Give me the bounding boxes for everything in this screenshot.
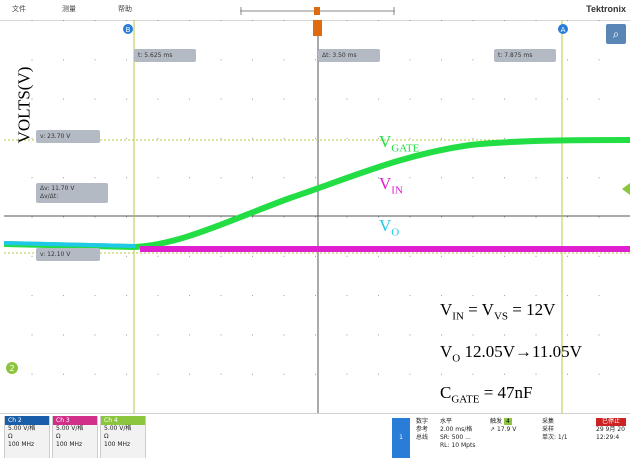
cursor-b-handle[interactable] xyxy=(123,24,133,34)
equation-vo: VO 12.05V→11.05V xyxy=(440,342,582,365)
vgate-trace xyxy=(3,137,630,251)
menu-file[interactable]: 文件 xyxy=(12,5,26,13)
stopped-status: 已停止 xyxy=(596,418,626,426)
equation-vin-vvs: VIN = VVS = 12V xyxy=(440,300,556,323)
menu-bar: 文件 测量 帮助 Tektronix xyxy=(0,0,630,21)
delta-v-per-t: Δv/Δt: xyxy=(40,193,59,200)
horizontal-panel[interactable]: 水平 2.00 ms/格 SR: 500 ... RL: 10 Mpts xyxy=(440,418,476,449)
vo-label: VO xyxy=(379,216,400,239)
cursor-delta-time-readout: Δt: 3.50 ms xyxy=(318,49,380,62)
time-label: 12:29:4 xyxy=(596,434,620,441)
vo-trace xyxy=(3,241,136,248)
vgate-label: VGATE xyxy=(379,132,420,155)
channel-4-badge[interactable]: Ch 4 5.00 V/格 Ω 100 MHz xyxy=(100,416,146,458)
ch4-ground-label: 2 xyxy=(9,364,14,373)
cursor-b-label: B xyxy=(126,26,131,34)
date-label: 29 9月 20 xyxy=(596,426,625,433)
trigger-position-marker[interactable] xyxy=(313,20,322,36)
vin-label: VIN xyxy=(379,174,403,197)
run-stop-panel[interactable]: 已停止 29 9月 20 12:29:4 xyxy=(596,418,626,458)
ch4-ground-marker[interactable] xyxy=(6,362,18,374)
cursor-a-label: A xyxy=(561,26,566,34)
menu-measure[interactable]: 测量 xyxy=(62,5,76,13)
channel-2-badge[interactable]: Ch 2 5.00 V/格 Ω 100 MHz xyxy=(4,416,50,458)
y-axis-label: VOLTS(V) xyxy=(14,66,34,144)
trigger-level-marker[interactable] xyxy=(622,183,630,195)
cursor-a-handle[interactable] xyxy=(558,24,568,34)
trigger-title: 触发 4 xyxy=(490,418,512,425)
record-view-bar[interactable] xyxy=(240,6,400,16)
cursor-v2-readout: v: 12.10 V xyxy=(36,248,100,261)
delta-v-value: Δv: 11.70 V xyxy=(40,185,75,192)
equation-cgate: CGATE = 47nF xyxy=(440,383,533,406)
zoom-icon[interactable]: ⌕ xyxy=(606,24,626,44)
trigger-settings: ↗ 17.9 V xyxy=(490,426,517,433)
cursor-v1-readout: v: 23.70 V xyxy=(36,130,100,143)
digital-toggle-button[interactable]: 1 xyxy=(392,418,410,458)
trigger-panel[interactable]: 触发 4 ↗ 17.9 V xyxy=(490,418,536,458)
brand-logo: Tektronix xyxy=(586,4,626,14)
cursor-delta-v-readout: Δv: 11.70 V Δv/Δt: xyxy=(36,183,108,203)
digital-ref-bus-panel[interactable]: 数字 参考 总线 xyxy=(416,418,429,441)
channel-3-badge[interactable]: Ch 3 5.00 V/格 Ω 100 MHz xyxy=(52,416,98,458)
status-bar: Ch 2 5.00 V/格 Ω 100 MHz Ch 3 5.00 V/格 Ω … xyxy=(0,413,630,460)
waveform-display[interactable]: B A 2 xyxy=(0,20,630,413)
menu-help[interactable]: 帮助 xyxy=(118,5,132,13)
acquisition-panel[interactable]: 采集 采样 单次: 1/1 xyxy=(542,418,568,441)
cursor-a-time-readout: t: 7.875 ms xyxy=(494,49,556,62)
cursor-b-time-readout: t: 5.625 ms xyxy=(134,49,196,62)
